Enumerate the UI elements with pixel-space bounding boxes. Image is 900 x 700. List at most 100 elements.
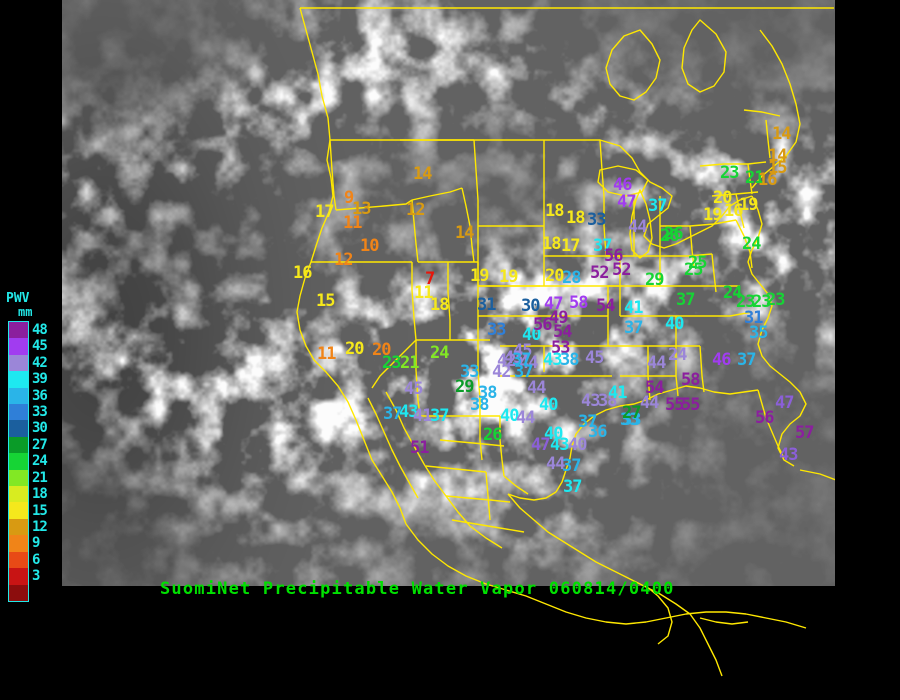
pwv-station-value: 47 xyxy=(544,294,564,314)
pwv-station-value: 7 xyxy=(425,269,435,289)
pwv-station-value: 15 xyxy=(316,291,336,311)
pwv-station-value: 46 xyxy=(613,175,633,195)
pwv-station-value: 14 xyxy=(768,146,788,166)
pwv-station-value: 17 xyxy=(315,202,335,222)
map-boundary-path xyxy=(689,225,695,269)
colorbar-swatch xyxy=(9,518,28,536)
pwv-station-value: 16 xyxy=(758,170,778,190)
pwv-station-value: 52 xyxy=(590,263,610,283)
pwv-station-value: 30 xyxy=(521,296,541,316)
colorbar-swatch xyxy=(9,469,28,487)
colorbar-swatch xyxy=(9,551,28,569)
pwv-station-value: 16 xyxy=(724,201,744,221)
pwv-station-value: 43 xyxy=(581,391,601,411)
map-boundary-path xyxy=(751,29,801,189)
map-boundary-path xyxy=(425,465,487,473)
map-boundary-path xyxy=(330,139,621,147)
pwv-station-value: 24 xyxy=(723,283,743,303)
pwv-station-value: 57 xyxy=(795,423,815,443)
product-title: SuomiNet Precipitable Water Vapor 060814… xyxy=(160,579,675,599)
pwv-station-value: 15 xyxy=(768,158,788,178)
colorbar-tick-18: 18 xyxy=(32,486,48,503)
pwv-station-value: 18 xyxy=(545,201,565,221)
pwv-station-value: 44 xyxy=(519,353,539,373)
pwv-station-value: 40 xyxy=(665,314,685,334)
pwv-station-value: 20 xyxy=(545,266,565,286)
pwv-station-value: 47 xyxy=(531,435,551,455)
pwv-station-value: 44 xyxy=(647,353,667,373)
map-boundary-path xyxy=(619,145,753,249)
map-boundary-path xyxy=(477,340,481,416)
colorbar-tick-48: 48 xyxy=(32,322,48,338)
pwv-station-value: 29 xyxy=(455,377,475,397)
pwv-station-value: 23 xyxy=(720,163,740,183)
pwv-station-value: 18 xyxy=(542,234,562,254)
colorbar-tick-21: 21 xyxy=(32,469,48,486)
pwv-station-value: 24 xyxy=(668,345,688,365)
pwv-station-value: 31 xyxy=(477,295,497,315)
colorbar-tick-12: 12 xyxy=(32,518,48,535)
pwv-station-value: 23 xyxy=(766,290,786,310)
pwv-station-value: 53 xyxy=(551,338,571,358)
pwv-station-value: 33 xyxy=(587,210,607,230)
map-boundary-path xyxy=(747,195,807,467)
colorbar-swatch xyxy=(9,535,28,552)
colorbar-tick-24: 24 xyxy=(32,453,48,470)
pwv-station-value: 19 xyxy=(703,205,723,225)
pwv-station-value: 20 xyxy=(713,188,733,208)
colorbar-tick-6: 6 xyxy=(32,551,41,568)
pwv-station-value: 37 xyxy=(430,406,450,426)
pwv-station-value: 47 xyxy=(775,393,795,413)
pwv-station-value: 47 xyxy=(617,192,637,212)
colorbar-tick-42: 42 xyxy=(32,354,48,371)
colorbar-swatch xyxy=(9,404,28,421)
pwv-station-value: 37 xyxy=(514,362,534,382)
pwv-station-value: 37 xyxy=(593,236,613,256)
pwv-station-value: 21 xyxy=(400,353,420,373)
pwv-station-value: 20 xyxy=(372,340,392,360)
colorbar-swatch xyxy=(9,486,28,503)
pwv-station-value: 51 xyxy=(410,438,430,458)
pwv-station-value: 37 xyxy=(676,290,696,310)
map-boundary-path xyxy=(461,187,475,263)
map-boundary-path xyxy=(735,193,745,229)
pwv-station-value: 19 xyxy=(739,195,759,215)
pwv-station-value: 55 xyxy=(681,395,701,415)
pwv-station-value: 44 xyxy=(516,408,536,428)
pwv-station-value: 41 xyxy=(413,406,433,426)
colorbar-tick-27: 27 xyxy=(32,436,48,453)
pwv-station-value: 41 xyxy=(608,383,628,403)
pwv-station-value: 27 xyxy=(622,403,642,423)
legend-units: mm xyxy=(18,305,33,319)
pwv-station-value: 58 xyxy=(681,370,701,390)
map-boundary-path xyxy=(411,262,417,341)
pwv-station-value: 26 xyxy=(483,425,503,445)
pwv-colorbar-legend: PWV mm 48 45 42 39 36 33 30 27 24 21 18 15 12 9 6 3 xyxy=(0,292,62,662)
map-boundary-path xyxy=(335,199,413,211)
map-boundary-path xyxy=(451,519,525,533)
map-boundary-path xyxy=(699,161,767,167)
pwv-station-value: 21 xyxy=(745,168,765,188)
map-boundary-path xyxy=(385,391,503,549)
map-boundary-path xyxy=(699,345,705,393)
pwv-station-value: 29 xyxy=(645,270,665,290)
pwv-station-value: 28 xyxy=(562,268,582,288)
map-boundary-path xyxy=(371,339,417,389)
map-boundary-path xyxy=(499,416,505,477)
pwv-station-value: 25 xyxy=(684,260,704,280)
pwv-station-value: 44 xyxy=(546,454,566,474)
pwv-station-value: 14 xyxy=(772,124,792,144)
colorbar-tick-33: 33 xyxy=(32,404,48,421)
map-boundary-path xyxy=(681,19,727,93)
pwv-station-value: 37 xyxy=(562,456,582,476)
colorbar-tick-15: 15 xyxy=(32,502,48,519)
pwv-station-value: 38 xyxy=(598,391,618,411)
pwv-station-value: 42 xyxy=(492,362,512,382)
pwv-station-value: 49 xyxy=(549,308,569,328)
map-boundary-path xyxy=(765,119,771,159)
pwv-station-value: 12 xyxy=(334,250,354,270)
colorbar-tick-36: 36 xyxy=(32,387,48,404)
map-boundary-path xyxy=(676,311,753,317)
pwv-station-value: 37 xyxy=(383,404,403,424)
pwv-station-value: 40 xyxy=(539,395,559,415)
